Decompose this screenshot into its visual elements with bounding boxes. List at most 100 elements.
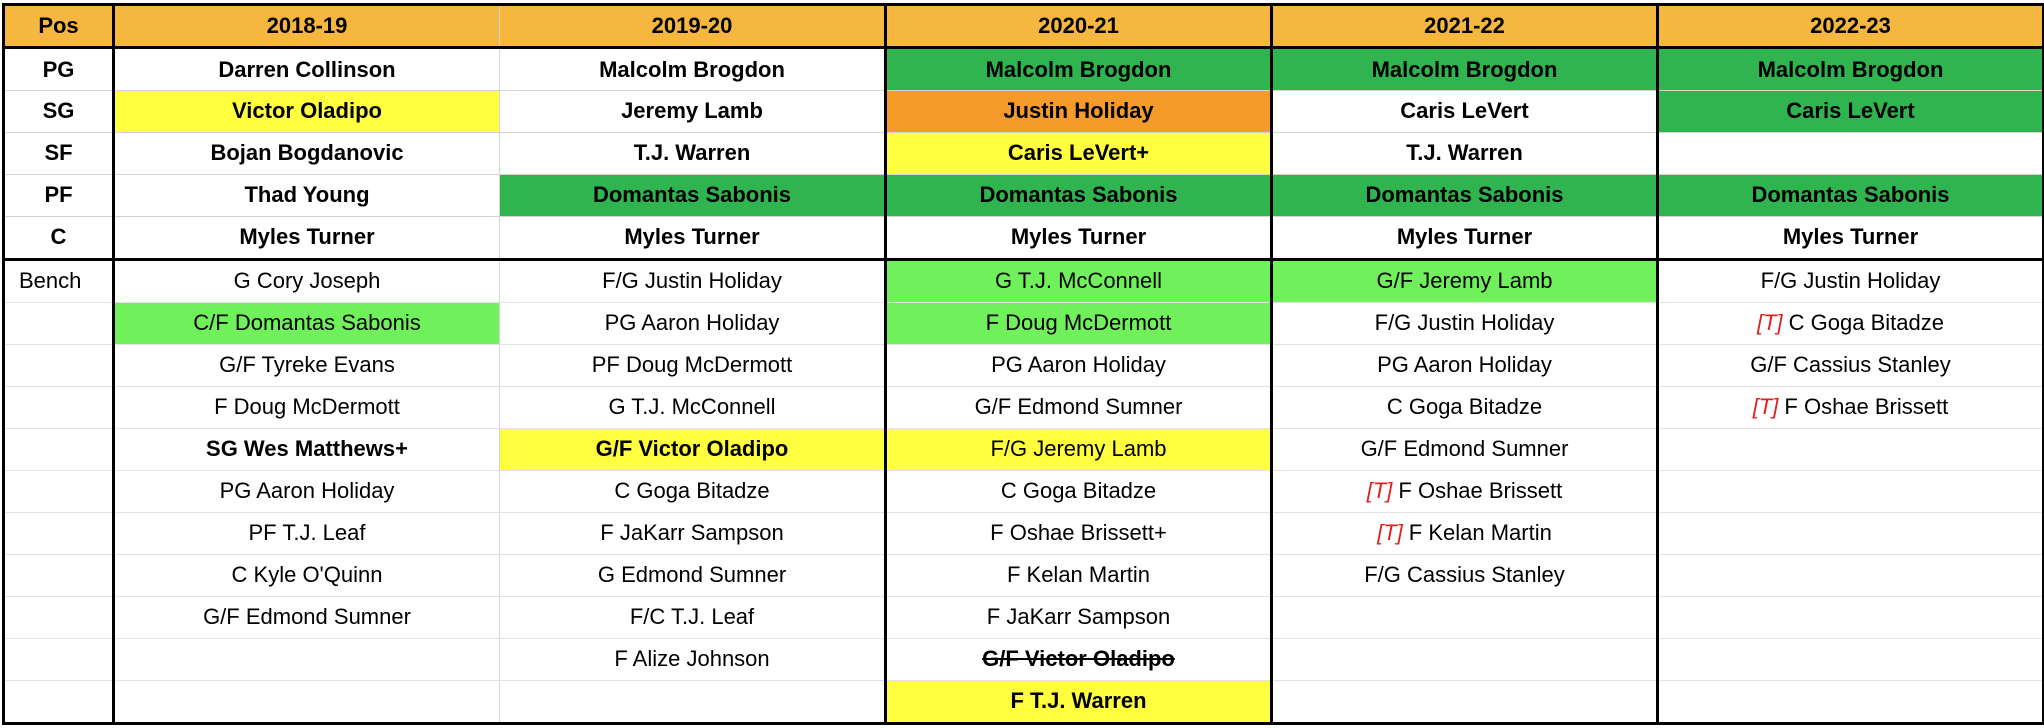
player-name: G Edmond Sumner — [597, 562, 787, 588]
player-name: C Goga Bitadze — [614, 478, 770, 504]
player-name: F Alize Johnson — [614, 646, 770, 672]
roster-cell: Caris LeVert — [1271, 90, 1659, 133]
player-name: Myles Turner — [624, 224, 760, 250]
roster-cell: Thad Young — [113, 174, 500, 217]
roster-cell: T.J. Warren — [499, 132, 887, 175]
player-name: G/F Edmond Sumner — [974, 394, 1183, 420]
player-name: C/F Domantas Sabonis — [193, 310, 421, 336]
player-name: F Kelan Martin — [1408, 520, 1552, 546]
roster-cell: Malcolm Brogdon — [499, 47, 887, 91]
bench-row: F T.J. Warren — [2, 680, 2044, 726]
roster-cell — [1657, 512, 2044, 555]
position-label: PG — [2, 47, 115, 91]
player-name: F/G Justin Holiday — [1374, 310, 1555, 336]
player-name: C Kyle O'Quinn — [231, 562, 383, 588]
position-label: PF — [2, 174, 115, 217]
player-name: G/F Victor Oladipo — [982, 646, 1175, 672]
roster-cell: F Alize Johnson — [499, 638, 887, 681]
player-name: F/G Jeremy Lamb — [990, 436, 1167, 462]
roster-cell: Malcolm Brogdon — [885, 47, 1273, 91]
starter-row: SG Victor Oladipo Jeremy Lamb Justin Holida… — [2, 90, 2044, 133]
roster-cell: Myles Turner — [113, 216, 500, 261]
player-name: T.J. Warren — [1406, 140, 1523, 166]
roster-cell: G/F Edmond Sumner — [1271, 428, 1659, 471]
player-name: Darren Collinson — [218, 56, 396, 82]
header-row: Pos 2018-19 2019-20 2020-21 2021-22 2022… — [2, 3, 2044, 49]
roster-cell — [1657, 596, 2044, 639]
roster-cell: C Kyle O'Quinn — [113, 554, 500, 597]
roster-cell: [T] F Kelan Martin — [1271, 512, 1659, 555]
roster-cell: Caris LeVert+ — [885, 132, 1273, 175]
transaction-tag: [T] — [1377, 520, 1403, 546]
roster-cell: F/G Justin Holiday — [1271, 302, 1659, 345]
roster-cell: G/F Edmond Sumner — [113, 596, 500, 639]
roster-cell: G Edmond Sumner — [499, 554, 887, 597]
roster-cell: Myles Turner — [499, 216, 887, 261]
roster-cell — [1271, 596, 1659, 639]
roster-cell: G/F Victor Oladipo — [499, 428, 887, 471]
header-season: 2020-21 — [885, 3, 1273, 49]
roster-cell: Myles Turner — [885, 216, 1273, 261]
roster-cell: F JaKarr Sampson — [885, 596, 1273, 639]
position-label: SF — [2, 132, 115, 175]
roster-cell: [T] F Oshae Brissett — [1271, 470, 1659, 513]
roster-cell: Justin Holiday — [885, 90, 1273, 133]
player-name: Myles Turner — [239, 224, 375, 250]
player-name: F Oshae Brissett — [1398, 478, 1563, 504]
roster-cell — [1657, 554, 2044, 597]
position-label — [2, 302, 115, 345]
roster-cell — [1271, 638, 1659, 681]
roster-cell: F Oshae Brissett+ — [885, 512, 1273, 555]
player-name: Myles Turner — [1010, 224, 1147, 250]
roster-cell: PG Aaron Holiday — [113, 470, 500, 513]
player-name: PG Aaron Holiday — [219, 478, 395, 504]
roster-cell: T.J. Warren — [1271, 132, 1659, 175]
roster-cell: Myles Turner — [1657, 216, 2044, 261]
roster-cell: G/F Cassius Stanley — [1657, 344, 2044, 387]
player-name: T.J. Warren — [633, 140, 751, 166]
player-name: SG Wes Matthews+ — [206, 436, 408, 462]
roster-cell: Domantas Sabonis — [499, 174, 887, 217]
roster-cell: F/G Cassius Stanley — [1271, 554, 1659, 597]
player-name: Malcolm Brogdon — [599, 56, 785, 82]
position-label — [2, 512, 115, 555]
player-name: F Doug McDermott — [985, 310, 1172, 336]
roster-cell: Domantas Sabonis — [1271, 174, 1659, 217]
roster-cell: F JaKarr Sampson — [499, 512, 887, 555]
player-name: G/F Edmond Sumner — [203, 604, 411, 630]
roster-cell: F T.J. Warren — [885, 680, 1273, 726]
player-name: F/G Justin Holiday — [602, 268, 782, 294]
starter-row: PG Darren Collinson Malcolm Brogdon Malcolm… — [2, 47, 2044, 91]
roster-cell: G T.J. McConnell — [885, 259, 1273, 303]
roster-cell: G/F Edmond Sumner — [885, 386, 1273, 429]
roster-cell: F Doug McDermott — [113, 386, 500, 429]
roster-cell: Malcolm Brogdon — [1271, 47, 1659, 91]
roster-cell: F/C T.J. Leaf — [499, 596, 887, 639]
roster-cell: Bojan Bogdanovic — [113, 132, 500, 175]
roster-cell — [113, 638, 500, 681]
transaction-tag: [T] — [1366, 478, 1393, 504]
player-name: Domantas Sabonis — [1751, 182, 1950, 208]
roster-cell — [499, 680, 887, 726]
roster-cell — [1657, 680, 2044, 726]
player-name: Malcolm Brogdon — [1757, 56, 1944, 82]
player-name: Caris LeVert+ — [1007, 140, 1150, 166]
bench-row: F Alize Johnson G/F Victor Oladipo — [2, 638, 2044, 681]
player-name: PG Aaron Holiday — [991, 352, 1166, 378]
player-name: PF T.J. Leaf — [248, 520, 366, 546]
roster-table: Pos 2018-19 2019-20 2020-21 2021-22 2022… — [2, 3, 2044, 726]
player-name: F/C T.J. Leaf — [629, 604, 755, 630]
player-name: G T.J. McConnell — [608, 394, 776, 420]
bench-row: C/F Domantas Sabonis PG Aaron Holiday F Do… — [2, 302, 2044, 345]
player-name: Victor Oladipo — [232, 98, 382, 124]
transaction-tag: [T] — [1752, 394, 1779, 420]
roster-cell: PG Aaron Holiday — [499, 302, 887, 345]
roster-cell: PF Doug McDermott — [499, 344, 887, 387]
player-name: G/F Tyreke Evans — [219, 352, 395, 378]
player-name: Malcolm Brogdon — [1371, 56, 1558, 82]
roster-cell: G/F Tyreke Evans — [113, 344, 500, 387]
roster-cell: F/G Justin Holiday — [1657, 259, 2044, 303]
bench-label: Bench — [2, 259, 115, 303]
player-name: Myles Turner — [1782, 224, 1919, 250]
header-season: 2021-22 — [1271, 3, 1659, 49]
